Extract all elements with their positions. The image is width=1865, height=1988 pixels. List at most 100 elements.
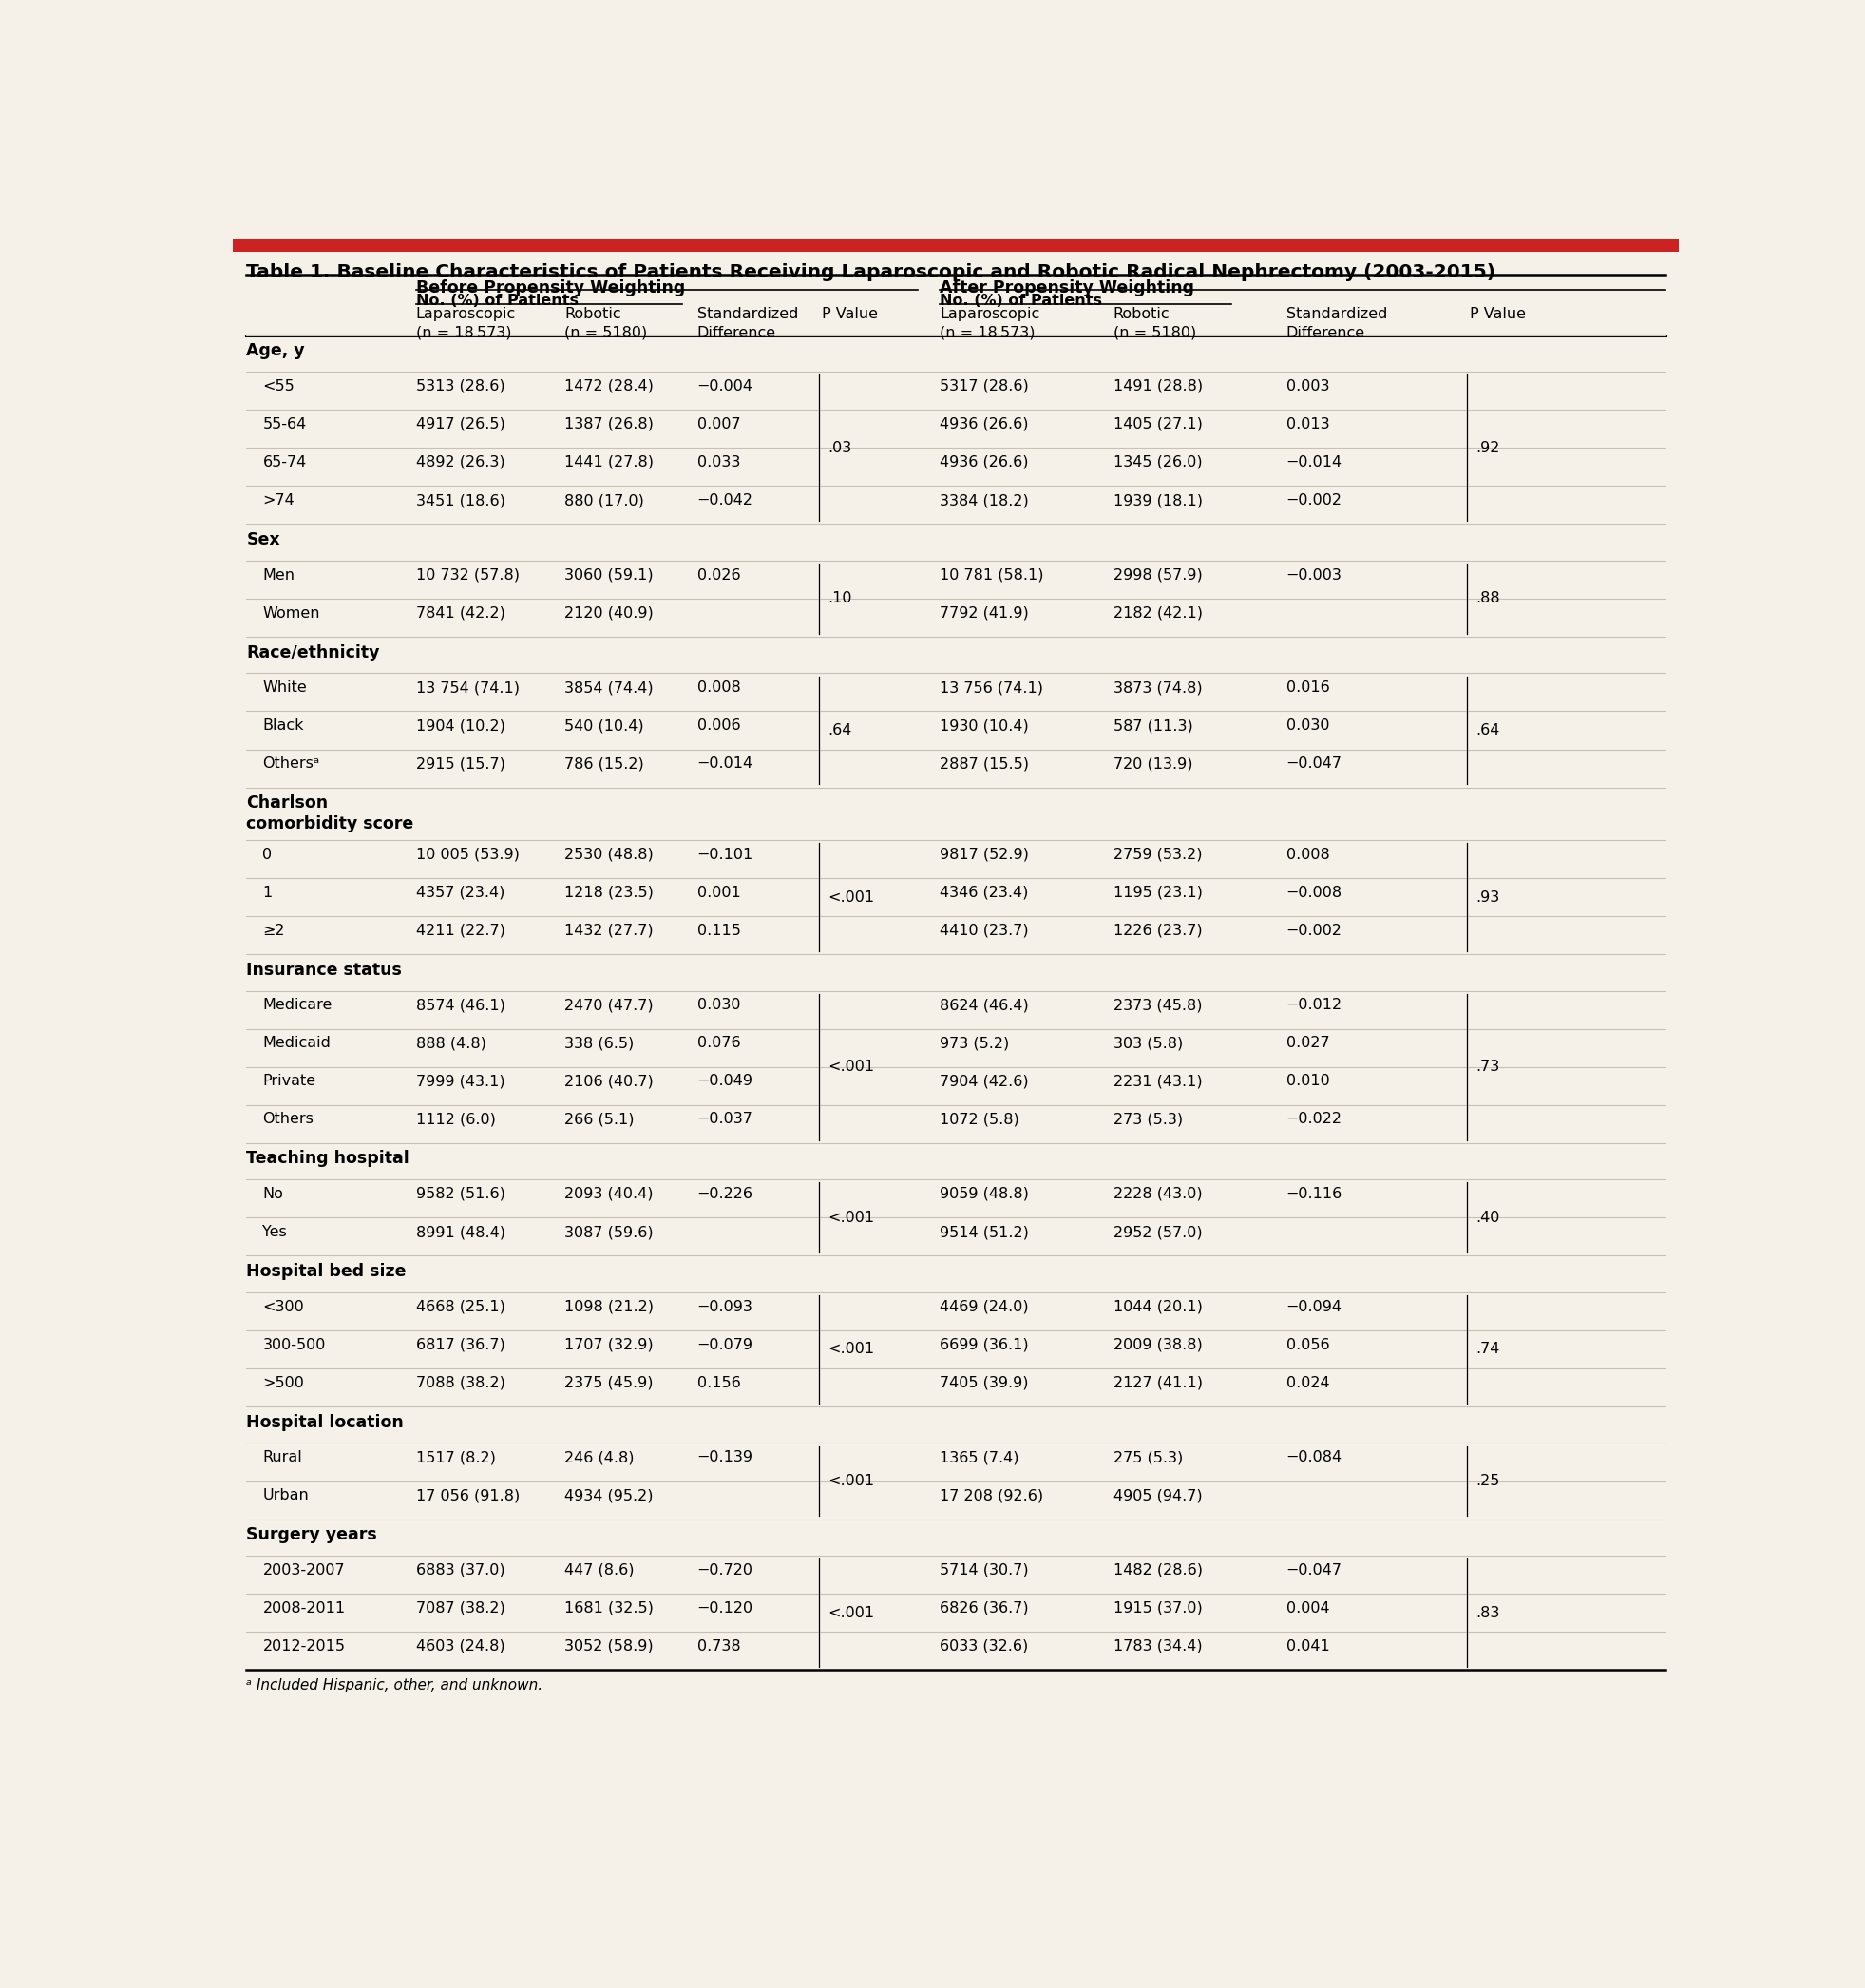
Text: 5714 (30.7): 5714 (30.7) [940,1563,1029,1576]
Text: Race/ethnicity: Race/ethnicity [246,644,380,662]
Text: 10 732 (57.8): 10 732 (57.8) [416,569,518,582]
Text: 1930 (10.4): 1930 (10.4) [940,718,1029,734]
Text: Insurance status: Insurance status [246,962,403,978]
Text: 880 (17.0): 880 (17.0) [565,493,643,507]
Text: −0.014: −0.014 [698,757,753,771]
Text: 0.030: 0.030 [1287,718,1330,734]
Text: 3854 (74.4): 3854 (74.4) [565,680,653,694]
Text: 0.738: 0.738 [698,1638,740,1654]
Text: <.001: <.001 [828,1342,875,1356]
Text: 8624 (46.4): 8624 (46.4) [940,998,1029,1012]
Text: −0.094: −0.094 [1287,1300,1343,1314]
Text: 0.003: 0.003 [1287,380,1330,394]
Text: White: White [263,680,308,694]
Text: 7087 (38.2): 7087 (38.2) [416,1600,505,1616]
Text: 0.008: 0.008 [1287,847,1330,861]
Text: 786 (15.2): 786 (15.2) [565,757,643,771]
Text: −0.014: −0.014 [1287,455,1343,469]
Text: 0.006: 0.006 [698,718,740,734]
Text: .10: .10 [828,592,852,606]
Text: .25: .25 [1475,1473,1499,1489]
Text: 1482 (28.6): 1482 (28.6) [1113,1563,1203,1576]
Text: .88: .88 [1475,592,1499,606]
Text: 4357 (23.4): 4357 (23.4) [416,885,504,901]
Text: 6699 (36.1): 6699 (36.1) [940,1338,1029,1352]
Text: 2012-2015: 2012-2015 [263,1638,345,1654]
Text: .03: .03 [828,441,852,455]
Text: −0.022: −0.022 [1287,1111,1343,1127]
Text: 0.030: 0.030 [698,998,740,1012]
Text: 300-500: 300-500 [263,1338,326,1352]
Text: 1491 (28.8): 1491 (28.8) [1113,380,1203,394]
Text: >74: >74 [263,493,295,507]
Text: 4936 (26.6): 4936 (26.6) [940,417,1029,431]
Text: Sex: Sex [246,531,280,549]
Text: 0.010: 0.010 [1287,1074,1330,1089]
Text: 1098 (21.2): 1098 (21.2) [565,1300,655,1314]
Text: Robotic
(n = 5180): Robotic (n = 5180) [1113,308,1195,340]
Text: Medicare: Medicare [263,998,332,1012]
Text: 1044 (20.1): 1044 (20.1) [1113,1300,1203,1314]
Text: 2375 (45.9): 2375 (45.9) [565,1376,653,1390]
Text: −0.002: −0.002 [1287,493,1343,507]
Text: 1441 (27.8): 1441 (27.8) [565,455,655,469]
Text: 0.056: 0.056 [1287,1338,1330,1352]
Text: 0.016: 0.016 [1287,680,1330,694]
Text: 338 (6.5): 338 (6.5) [565,1036,634,1050]
Text: 3052 (58.9): 3052 (58.9) [565,1638,653,1654]
Text: Men: Men [263,569,295,582]
Text: 55-64: 55-64 [263,417,306,431]
Text: −0.079: −0.079 [698,1338,753,1352]
Text: 9817 (52.9): 9817 (52.9) [940,847,1029,861]
Text: 1195 (23.1): 1195 (23.1) [1113,885,1203,901]
Text: 9582 (51.6): 9582 (51.6) [416,1187,505,1201]
Text: 4469 (24.0): 4469 (24.0) [940,1300,1029,1314]
Text: Private: Private [263,1074,315,1089]
Text: 273 (5.3): 273 (5.3) [1113,1111,1182,1127]
Text: 1387 (26.8): 1387 (26.8) [565,417,653,431]
Text: 2998 (57.9): 2998 (57.9) [1113,569,1203,582]
Text: 8574 (46.1): 8574 (46.1) [416,998,505,1012]
Text: 10 005 (53.9): 10 005 (53.9) [416,847,518,861]
Text: 7904 (42.6): 7904 (42.6) [940,1074,1029,1089]
Text: 9059 (48.8): 9059 (48.8) [940,1187,1029,1201]
Text: 6817 (36.7): 6817 (36.7) [416,1338,505,1352]
Text: .74: .74 [1475,1342,1499,1356]
Text: 1365 (7.4): 1365 (7.4) [940,1451,1020,1465]
Text: −0.116: −0.116 [1287,1187,1343,1201]
Text: 0.033: 0.033 [698,455,740,469]
Text: 4917 (26.5): 4917 (26.5) [416,417,505,431]
Text: 1681 (32.5): 1681 (32.5) [565,1600,653,1616]
Text: 7841 (42.2): 7841 (42.2) [416,606,505,620]
Text: Standardized
Difference: Standardized Difference [1287,308,1388,340]
Text: −0.002: −0.002 [1287,924,1343,938]
Text: <.001: <.001 [828,1473,875,1489]
Text: 587 (11.3): 587 (11.3) [1113,718,1192,734]
Text: 0.001: 0.001 [698,885,740,901]
Text: 3384 (18.2): 3384 (18.2) [940,493,1029,507]
Text: 8991 (48.4): 8991 (48.4) [416,1225,505,1239]
Text: <300: <300 [263,1300,304,1314]
Text: 0.041: 0.041 [1287,1638,1330,1654]
Text: ≥2: ≥2 [263,924,285,938]
Text: 0: 0 [263,847,272,861]
Text: .40: .40 [1475,1211,1499,1225]
Text: 4936 (26.6): 4936 (26.6) [940,455,1029,469]
Text: 13 756 (74.1): 13 756 (74.1) [940,680,1044,694]
Text: 266 (5.1): 266 (5.1) [565,1111,634,1127]
Text: −0.037: −0.037 [698,1111,753,1127]
Text: 10 781 (58.1): 10 781 (58.1) [940,569,1044,582]
Text: 2003-2007: 2003-2007 [263,1563,345,1576]
Text: 2009 (38.8): 2009 (38.8) [1113,1338,1203,1352]
Text: 1072 (5.8): 1072 (5.8) [940,1111,1020,1127]
Text: Standardized
Difference: Standardized Difference [698,308,798,340]
Text: 540 (10.4): 540 (10.4) [565,718,643,734]
Text: P Value: P Value [1470,308,1526,322]
Text: 6883 (37.0): 6883 (37.0) [416,1563,505,1576]
Text: 65-74: 65-74 [263,455,306,469]
Text: 9514 (51.2): 9514 (51.2) [940,1225,1029,1239]
Text: 0.027: 0.027 [1287,1036,1330,1050]
Text: 447 (8.6): 447 (8.6) [565,1563,634,1576]
Text: −0.004: −0.004 [698,380,753,394]
Text: 5313 (28.6): 5313 (28.6) [416,380,505,394]
